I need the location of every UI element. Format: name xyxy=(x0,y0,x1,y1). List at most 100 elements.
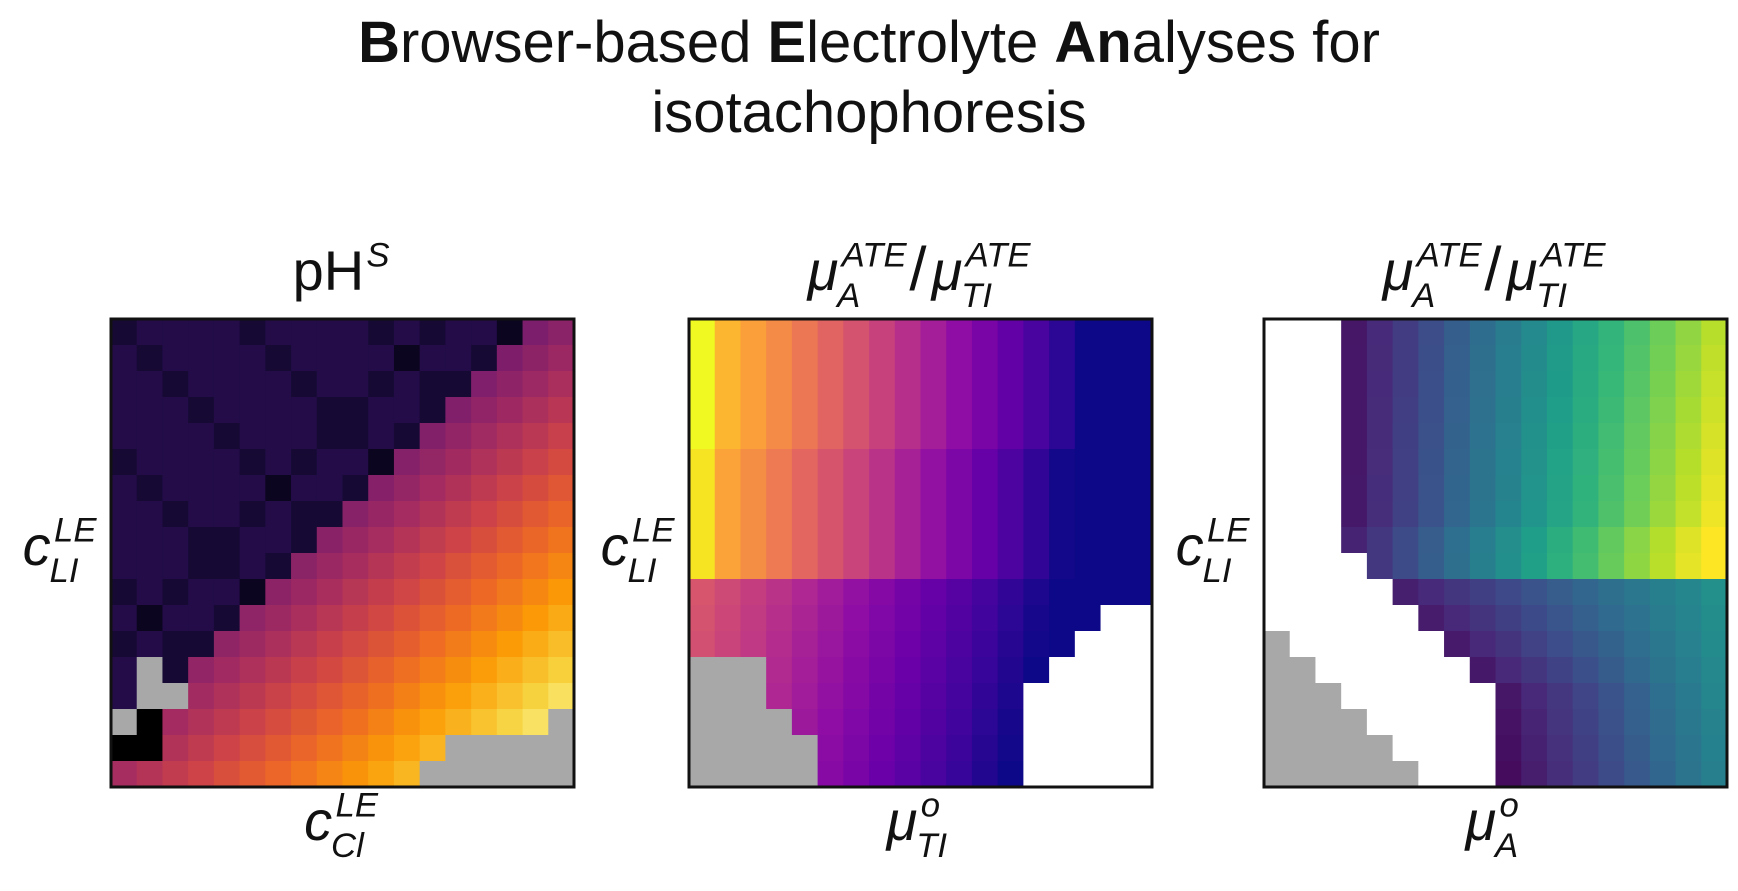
heatmap-cell xyxy=(316,449,344,476)
heatmap-cell xyxy=(1023,345,1050,372)
heatmap-cell xyxy=(740,553,767,580)
heatmap-cell xyxy=(522,527,549,554)
heatmap-cell xyxy=(740,683,767,710)
heatmap-cell xyxy=(471,683,498,710)
heatmap-cell xyxy=(1315,761,1342,788)
heatmap-cell xyxy=(1126,579,1153,606)
heatmap-cell xyxy=(111,657,138,684)
heatmap-cell xyxy=(188,371,215,398)
heatmap-cell xyxy=(997,423,1024,450)
heatmap-cell xyxy=(1521,501,1548,528)
heatmap-cell xyxy=(393,475,421,502)
heatmap-cell xyxy=(894,579,922,606)
heatmap-cell xyxy=(1675,319,1702,346)
heatmap-cell xyxy=(1546,449,1574,476)
heatmap-cell xyxy=(393,709,421,736)
heatmap-cell xyxy=(188,449,215,476)
heatmap-cell xyxy=(162,735,189,762)
heatmap-cell xyxy=(162,631,189,658)
heatmap-cell xyxy=(946,501,973,528)
heatmap-cell xyxy=(1418,319,1445,346)
heatmap-cell xyxy=(1023,657,1050,684)
heatmap-cell xyxy=(946,579,973,606)
panel-title-base: / xyxy=(1484,235,1502,304)
heatmap-cell xyxy=(997,501,1024,528)
heatmap-cell xyxy=(188,319,215,346)
heatmap-cell xyxy=(471,371,498,398)
heatmap-cell xyxy=(1341,761,1368,788)
heatmap-cell xyxy=(213,605,241,632)
heatmap-cell xyxy=(188,761,215,788)
heatmap-cell xyxy=(1495,657,1522,684)
heatmap-cell xyxy=(1649,605,1677,632)
heatmap-cell xyxy=(522,683,549,710)
heatmap-cell xyxy=(1418,761,1445,788)
heatmap-cell xyxy=(817,605,844,632)
heatmap-cell xyxy=(548,345,575,372)
heatmap-cell xyxy=(894,319,922,346)
heatmap-cell xyxy=(548,501,575,528)
heatmap-cell xyxy=(1495,605,1522,632)
heatmap-cell xyxy=(136,579,164,606)
heatmap-cell xyxy=(1701,761,1728,788)
heatmap-cell xyxy=(689,501,716,528)
heatmap-cell xyxy=(445,553,472,580)
heatmap-cell xyxy=(316,735,344,762)
heatmap-cell xyxy=(869,735,896,762)
heatmap-cell xyxy=(920,501,947,528)
heatmap-cell xyxy=(522,345,549,372)
heatmap-cell xyxy=(1289,683,1317,710)
heatmap-cell xyxy=(791,345,819,372)
heatmap-cell xyxy=(1495,397,1522,424)
heatmap-cell xyxy=(894,709,922,736)
heatmap-cell xyxy=(265,475,292,502)
heatmap-cell xyxy=(1546,371,1574,398)
heatmap-cell xyxy=(1649,761,1677,788)
heatmap-cell xyxy=(689,709,716,736)
heatmap-cell xyxy=(265,397,292,424)
heatmap-cell xyxy=(1598,553,1625,580)
heatmap-cell xyxy=(1418,475,1445,502)
panel-title-sup: ATE xyxy=(840,236,908,274)
heatmap-cell xyxy=(869,319,896,346)
heatmap-cell xyxy=(1649,657,1677,684)
heatmap-cell xyxy=(920,657,947,684)
heatmap-cell xyxy=(740,397,767,424)
heatmap-cell xyxy=(445,475,472,502)
heatmap-cell xyxy=(1074,553,1102,580)
heatmap-cell xyxy=(1495,501,1522,528)
heatmap-cell xyxy=(817,631,844,658)
heatmap-cell xyxy=(342,319,369,346)
heatmap-cell xyxy=(1315,735,1342,762)
heatmap-cell xyxy=(869,631,896,658)
heatmap-cell xyxy=(1264,345,1291,372)
heatmap-cell xyxy=(496,683,524,710)
heatmap-cell xyxy=(1392,397,1419,424)
heatmap-cell xyxy=(291,345,318,372)
heatmap-cell xyxy=(1289,761,1317,788)
heatmap-cell xyxy=(714,397,742,424)
heatmap-cell xyxy=(1289,605,1317,632)
heatmap-cell xyxy=(291,319,318,346)
heatmap-cell xyxy=(1546,761,1574,788)
heatmap-cell xyxy=(239,709,266,736)
heatmap-cell xyxy=(213,631,241,658)
heatmap-cell xyxy=(213,579,241,606)
heatmap-cell xyxy=(111,501,138,528)
heatmap-cell xyxy=(213,527,241,554)
heatmap-cell xyxy=(316,657,344,684)
heatmap-cell xyxy=(496,527,524,554)
heatmap-cell xyxy=(522,579,549,606)
heatmap-cell xyxy=(213,709,241,736)
heatmap-cell xyxy=(1675,553,1702,580)
heatmap-cell xyxy=(740,501,767,528)
heatmap-cell xyxy=(136,735,164,762)
heatmap-cell xyxy=(291,657,318,684)
heatmap-cell xyxy=(714,319,742,346)
heatmap-cell xyxy=(1469,527,1497,554)
heatmap-cell xyxy=(1126,397,1153,424)
heatmap-cell xyxy=(1049,605,1076,632)
heatmap-cell xyxy=(1023,527,1050,554)
heatmap-cell xyxy=(368,475,395,502)
